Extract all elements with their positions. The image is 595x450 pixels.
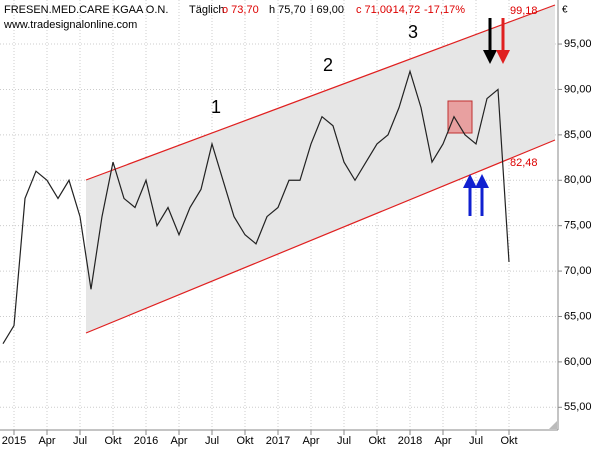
- highlight-box: [447, 100, 473, 134]
- upper-value: 99,18: [510, 5, 538, 17]
- symbol: FRESEN.MED.CARE KGAA O.N.: [4, 4, 168, 16]
- y-tick-label: 80,00: [564, 174, 592, 186]
- wave-label: 1: [211, 97, 221, 117]
- x-tick-label: Apr: [434, 435, 451, 447]
- y-tick-label: 90,00: [564, 83, 592, 95]
- change-pct: -17,17%: [424, 4, 465, 16]
- channel-upper: [85, 4, 556, 181]
- x-tick-label: Apr: [170, 435, 187, 447]
- y-tick-label: 85,00: [564, 129, 592, 141]
- y-tick-label: 60,00: [564, 356, 592, 368]
- x-tick-label: Okt: [104, 435, 121, 447]
- y-tick-label: 95,00: [564, 38, 592, 50]
- low: l 69,00: [311, 4, 344, 16]
- x-tick-label: Apr: [302, 435, 319, 447]
- source: www.tradesignalonline.com: [3, 19, 137, 31]
- x-tick-label: 2016: [134, 435, 158, 447]
- lower-value: 82,48: [510, 157, 538, 169]
- x-tick-label: Apr: [38, 435, 55, 447]
- y-tick-label: 65,00: [564, 310, 592, 322]
- x-tick-label: 2015: [2, 435, 26, 447]
- x-tick-label: Okt: [236, 435, 253, 447]
- channel-lower: [85, 139, 556, 334]
- x-tick-label: Jul: [337, 435, 351, 447]
- y-tick-label: 55,00: [564, 401, 592, 413]
- change: -14,72: [389, 4, 420, 16]
- wave-label: 3: [408, 22, 418, 42]
- resize-handle[interactable]: [549, 421, 557, 429]
- channel-fill: [86, 5, 555, 333]
- x-tick-label: 2018: [398, 435, 422, 447]
- y-tick-label: 75,00: [564, 220, 592, 232]
- x-tick-label: Okt: [500, 435, 517, 447]
- x-tick-label: 2017: [266, 435, 290, 447]
- currency: €: [562, 5, 568, 16]
- wave-label: 2: [323, 55, 333, 75]
- high: h 75,70: [269, 4, 306, 16]
- close: c 71,00: [356, 4, 392, 16]
- price-line: [2, 69, 510, 345]
- interval: Täglich: [189, 4, 224, 16]
- x-tick-label: Jul: [205, 435, 219, 447]
- y-tick-label: 70,00: [564, 265, 592, 277]
- x-tick-label: Jul: [469, 435, 483, 447]
- arrows: [463, 18, 510, 216]
- x-tick-label: Okt: [368, 435, 385, 447]
- x-tick-label: Jul: [73, 435, 87, 447]
- open: o 73,70: [222, 4, 259, 16]
